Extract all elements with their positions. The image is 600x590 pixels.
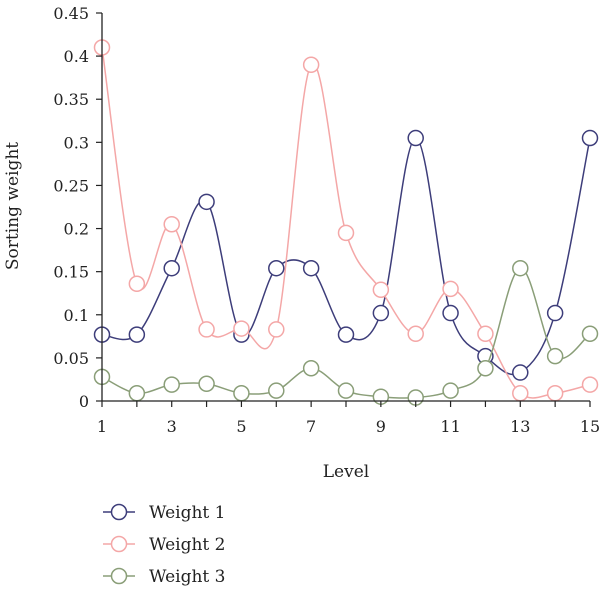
series-1-point [546,304,564,322]
series-2-point [198,321,215,338]
series-1 [93,129,599,381]
legend-marker [110,535,128,553]
series-3-point [512,259,529,277]
series-3-point [581,325,599,342]
series-2-point [337,224,355,242]
legend-label: Weight 2 [149,535,225,555]
y-tick-label: 0.25 [53,176,89,195]
series-2-point [233,320,250,337]
series-2-point [302,56,320,73]
series-2-point [512,384,529,402]
series-2-point [477,325,494,342]
series-3-point [128,384,146,402]
series-1-point [302,259,320,277]
legend-item-3: Weight 3 [103,567,225,587]
x-tick-label: 7 [306,417,316,436]
x-tick-label: 9 [376,417,386,436]
series-1-point [442,304,459,322]
series-3-point [302,359,320,377]
legend-marker [110,567,128,585]
series-1-point [512,364,529,381]
x-axis-title: Level [323,462,369,482]
series-3-point [337,382,355,399]
x-tick-label: 3 [167,417,177,436]
legend-marker [110,503,128,521]
series-1-point [128,326,146,343]
legend-label: Weight 3 [149,567,225,587]
series-2-point [407,325,424,342]
plot-series-layer [93,39,599,406]
series-2-point [128,275,146,292]
series-1-point [163,259,180,277]
series-2-point [268,321,285,338]
y-axis-title: Sorting weight [3,142,23,270]
x-tick-label: 13 [510,417,530,436]
x-tick-label: 5 [236,417,246,436]
x-tick-label: 15 [580,417,600,436]
x-tick-label: 11 [440,417,460,436]
series-3-point [546,347,564,365]
series-2-point [442,280,459,298]
series-1-point [198,193,215,211]
series-3-point [233,384,250,402]
series-2-point [372,281,390,299]
series-3 [93,259,599,406]
legend-item-1: Weight 1 [103,503,225,523]
y-tick-label: 0.3 [64,133,89,152]
series-1-point [268,259,285,277]
series-2-point [581,376,599,393]
y-tick-label: 0.4 [64,47,89,66]
series-3-point [442,382,459,399]
series-2 [93,39,599,402]
axes-layer: 1 3 5 7 9 11 13 1500.050.10.150.20.250.30.350.4… [53,4,600,436]
y-tick-label: 0.2 [64,220,89,239]
series-3-point [163,376,180,393]
y-tick-label: 0.1 [64,306,89,325]
series-2-point [546,384,564,402]
series-1-point [337,326,355,343]
y-tick-label: 0.15 [53,263,89,282]
y-tick-label: 0 [79,392,89,411]
legend-label: Weight 1 [149,503,225,523]
y-tick-label: 0.35 [53,90,89,109]
series-3-point [477,359,494,377]
y-tick-label: 0.05 [53,349,89,368]
series-3-point [268,382,285,399]
legend: Weight 1 Weight 2 Weight 3 [103,503,225,587]
series-1-point [581,129,599,147]
series-1-point [372,304,390,322]
series-2-point [163,215,180,233]
series-3-point [198,375,215,393]
legend-item-2: Weight 2 [103,535,225,555]
x-tick-label: 1 [97,417,107,436]
y-tick-label: 0.45 [53,4,89,23]
series-1-point [407,129,424,147]
